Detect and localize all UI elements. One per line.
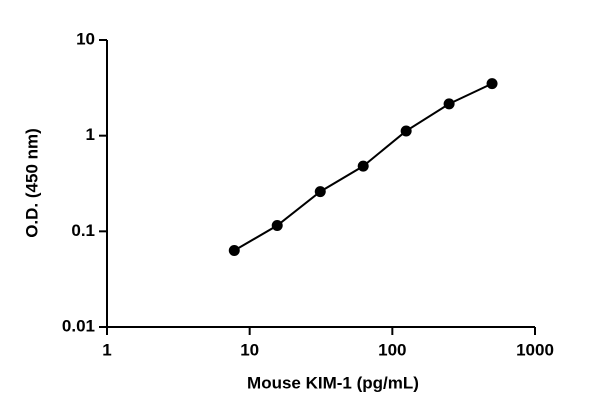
point bbox=[271, 220, 283, 232]
point bbox=[400, 125, 412, 137]
point bbox=[314, 186, 326, 198]
point bbox=[357, 160, 369, 172]
y-tick-label: 0.1 bbox=[71, 221, 95, 240]
x-tick-label: 1 bbox=[102, 340, 111, 359]
y-axis-label: O.D. (450 nm) bbox=[22, 128, 41, 238]
x-tick-label: 1000 bbox=[516, 340, 554, 359]
x-tick-label: 100 bbox=[378, 340, 406, 359]
x-axis-label: Mouse KIM-1 (pg/mL) bbox=[247, 373, 419, 392]
y-tick-label: 1 bbox=[86, 125, 95, 144]
point bbox=[443, 98, 455, 110]
y-tick-label: 10 bbox=[76, 29, 95, 48]
point bbox=[486, 78, 498, 90]
point bbox=[228, 245, 240, 257]
y-tick-label: 0.01 bbox=[62, 316, 95, 335]
x-tick-label: 10 bbox=[240, 340, 259, 359]
